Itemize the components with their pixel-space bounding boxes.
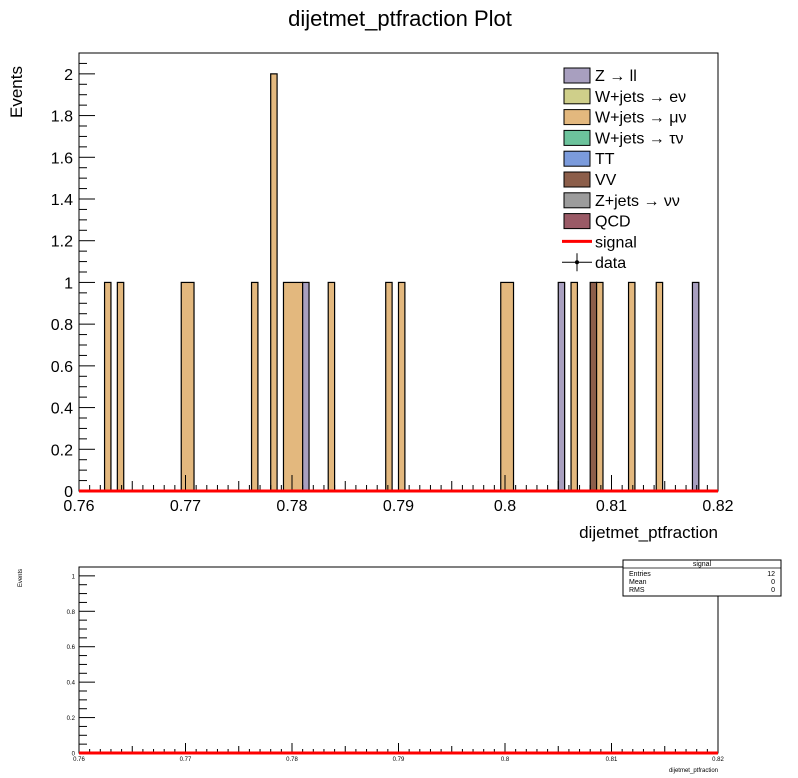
legend-label: data	[595, 255, 626, 272]
histogram-bar-3	[250, 281, 259, 492]
legend-entry-z-jets-: Z+jets → νν	[563, 192, 680, 210]
y-tick-label: 1.4	[51, 192, 73, 209]
legend-swatch	[563, 213, 591, 230]
stats-label-mean: Mean	[629, 579, 647, 586]
x-tick-label: 0.76	[63, 498, 94, 515]
legend-entry-data: data	[562, 253, 626, 272]
stats-box-title: signal	[693, 561, 712, 568]
histogram-bar-15	[627, 281, 636, 492]
y-tick-label: 0.8	[51, 317, 73, 334]
stats-label-rms: RMS	[629, 587, 645, 594]
histogram-bar-5	[282, 281, 304, 492]
legend-label: W+jets → τν	[595, 130, 684, 147]
lower-y-tick-label: 0.6	[67, 645, 76, 651]
main-y-axis: 0 0.2 0.4 0.6 0.8 1 1.2 1.4 1.6 1.8 2	[51, 52, 95, 501]
histogram-bar-1	[116, 281, 125, 492]
legend-marker	[575, 260, 579, 265]
legend-label: signal	[595, 234, 637, 251]
y-tick-label: 0.2	[51, 442, 73, 459]
histogram-bar-4	[270, 73, 278, 492]
legend-swatch	[563, 88, 591, 105]
legend-label: QCD	[595, 214, 631, 231]
legend-entry-qcd: QCD	[563, 213, 631, 231]
lower-plot-frame	[78, 566, 719, 754]
stats-label-entries: Entries	[629, 571, 651, 578]
y-tick-label: 1.8	[51, 109, 73, 126]
lower-x-tick-label: 0.77	[180, 757, 192, 763]
legend-label: W+jets → μν	[595, 110, 686, 127]
histogram-bar-9	[397, 281, 406, 492]
legend-label: Z → ll	[595, 68, 637, 85]
histogram-bar-14	[595, 281, 604, 492]
histogram-bar-6	[302, 281, 310, 492]
lower-x-tick-label: 0.76	[73, 757, 85, 763]
x-tick-label: 0.82	[702, 498, 733, 515]
lower-y-tick-label: 0	[72, 752, 76, 758]
lower-y-tick-label: 0.4	[67, 681, 76, 687]
legend-entry-tt: TT	[563, 150, 615, 168]
legend-entry-vv: VV	[563, 171, 617, 189]
legend: Z → ll W+jets → eν W+jets → μν W+jets → τν T…	[562, 67, 686, 272]
legend-swatch	[563, 171, 591, 188]
legend-label: VV	[595, 172, 617, 189]
lower-x-tick-label: 0.78	[286, 757, 298, 763]
lower-y-tick-label: 0.2	[67, 716, 76, 722]
lower-y-tick-label: 1	[72, 574, 76, 580]
y-tick-label: 0.4	[51, 401, 73, 418]
main-x-axis-title: dijetmet_ptfraction	[579, 523, 718, 542]
lower-x-tick-label: 0.81	[606, 757, 618, 763]
histogram-bar-11	[557, 281, 566, 492]
legend-swatch	[563, 150, 591, 167]
y-tick-label: 0.6	[51, 359, 73, 376]
x-tick-label: 0.78	[276, 498, 307, 515]
histogram-bar-2	[180, 281, 195, 492]
lower-y-axis-title: Events	[18, 569, 24, 587]
legend-label: TT	[595, 151, 615, 168]
y-tick-label: 1	[64, 275, 73, 292]
histogram-bar-13	[589, 281, 598, 492]
x-tick-label: 0.8	[494, 498, 516, 515]
stats-box: signal Entries 12 Mean 0 RMS 0	[622, 559, 782, 597]
lower-x-tick-label: 0.82	[712, 757, 724, 763]
legend-entry-signal: signal	[562, 234, 637, 251]
legend-swatch	[563, 129, 591, 146]
histogram-bar-7	[327, 281, 336, 492]
histogram-bar-12	[570, 281, 579, 492]
legend-entry-w-jets-: W+jets → τν	[563, 129, 684, 147]
histogram-bar-16	[655, 281, 664, 492]
lower-x-tick-label: 0.8	[501, 757, 510, 763]
main-y-axis-title: Events	[7, 66, 26, 118]
legend-swatch	[563, 109, 591, 126]
legend-entry-w-jets-e-: W+jets → eν	[563, 88, 686, 106]
y-tick-label: 1.2	[51, 234, 73, 251]
x-tick-label: 0.79	[383, 498, 414, 515]
legend-swatch	[563, 192, 591, 209]
stats-box-frame	[622, 559, 782, 597]
stats-value-mean: 0	[771, 579, 775, 586]
legend-entry-w-jets-: W+jets → μν	[563, 109, 686, 127]
chart-title: dijetmet_ptfraction Plot	[288, 6, 512, 31]
lower-y-tick-label: 0.8	[67, 610, 76, 616]
lower-x-tick-label: 0.79	[393, 757, 405, 763]
y-tick-label: 1.6	[51, 150, 73, 167]
histogram-bar-10	[500, 281, 515, 492]
y-tick-label: 2	[64, 67, 73, 84]
legend-label: W+jets → eν	[595, 89, 686, 106]
histogram-bar-8	[385, 281, 393, 492]
lower-x-axis-title: dijetmet_ptfraction	[669, 768, 718, 774]
legend-swatch	[563, 67, 591, 84]
legend-entry-z-ll: Z → ll	[563, 67, 637, 85]
x-tick-label: 0.81	[596, 498, 627, 515]
histogram-bar-17	[691, 281, 700, 492]
x-tick-label: 0.77	[170, 498, 201, 515]
histogram-bar-0	[103, 281, 112, 492]
legend-label: Z+jets → νν	[595, 193, 680, 210]
stats-value-rms: 0	[771, 587, 775, 594]
y-tick-label: 0	[64, 484, 73, 501]
stats-value-entries: 12	[767, 571, 775, 578]
